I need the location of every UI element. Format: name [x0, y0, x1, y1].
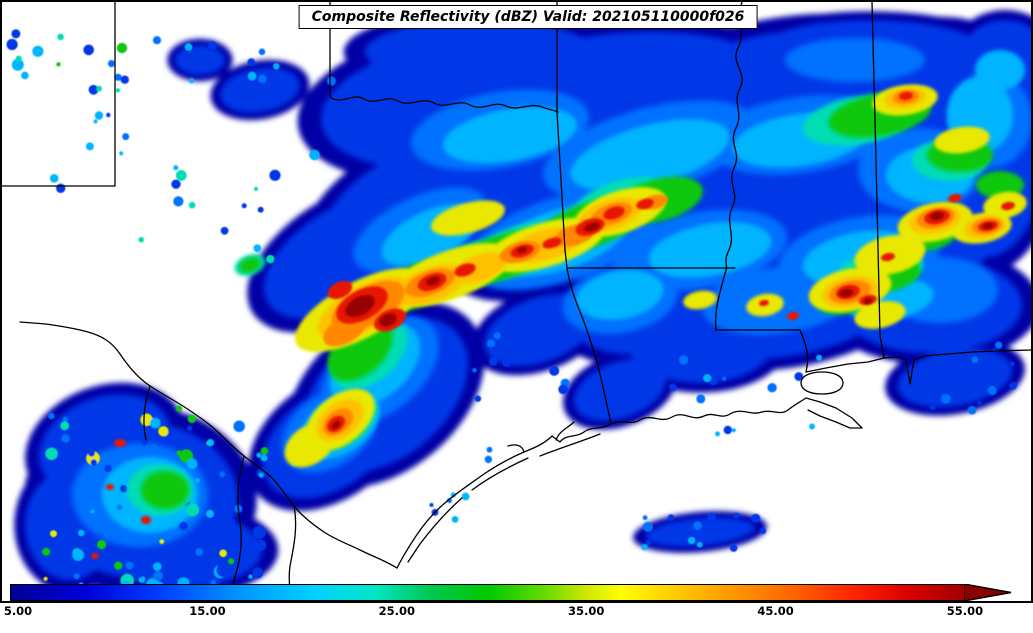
boundary-galveston-bay: [555, 421, 575, 441]
boundary-barrier-island-2: [471, 457, 529, 491]
colorbar-tick-label-25: 25.00: [378, 604, 415, 618]
boundary-ms-al-gulf-coast-mobile-bay: [805, 349, 1032, 385]
boundary-red-river-tx-ok: [329, 96, 559, 113]
radar-level-L55: [331, 211, 993, 429]
colorbar-tick-label-5: 5.00: [3, 604, 33, 618]
boundary-matagorda-bay: [507, 444, 525, 453]
colorbar-gradient: [10, 584, 965, 601]
boundary-la-ms-border-pearl-river: [715, 329, 809, 373]
boundary-barrier-island-1: [539, 433, 601, 457]
boundary-padre-island: [407, 497, 463, 563]
boundary-louisiana-coast-delta: [610, 397, 863, 429]
boundary-ms-al-border: [871, 1, 885, 359]
map-title-box: Composite Reflectivity (dBZ) Valid: 2021…: [298, 5, 758, 29]
boundary-lake-pontchartrain: [800, 371, 844, 395]
boundary-tx-east-border-sabine: [556, 111, 612, 425]
state-boundaries-layer: [0, 1, 1032, 602]
boundary-mexico-state-border-3: [143, 385, 151, 441]
boundary-mississippi-river: [714, 1, 743, 331]
boundary-mexico-state-border-2: [229, 455, 245, 602]
boundary-texas-gulf-coast: [396, 423, 612, 569]
colorbar-tick-label-45: 45.00: [757, 604, 794, 618]
map-area: [0, 0, 1033, 603]
map-title: Composite Reflectivity (dBZ) Valid: 2021…: [311, 9, 745, 25]
colorbar-tick-label-35: 35.00: [567, 604, 605, 618]
colorbar-tick-label-15: 15.00: [189, 604, 226, 618]
colorbar-extend-arrow: [964, 584, 1012, 601]
boundary-rio-grande: [19, 321, 398, 569]
boundary-new-mexico-border: [0, 1, 116, 187]
radar-map-canvas: [0, 1, 1033, 602]
colorbar-tick-label-55: 55.00: [946, 604, 984, 618]
